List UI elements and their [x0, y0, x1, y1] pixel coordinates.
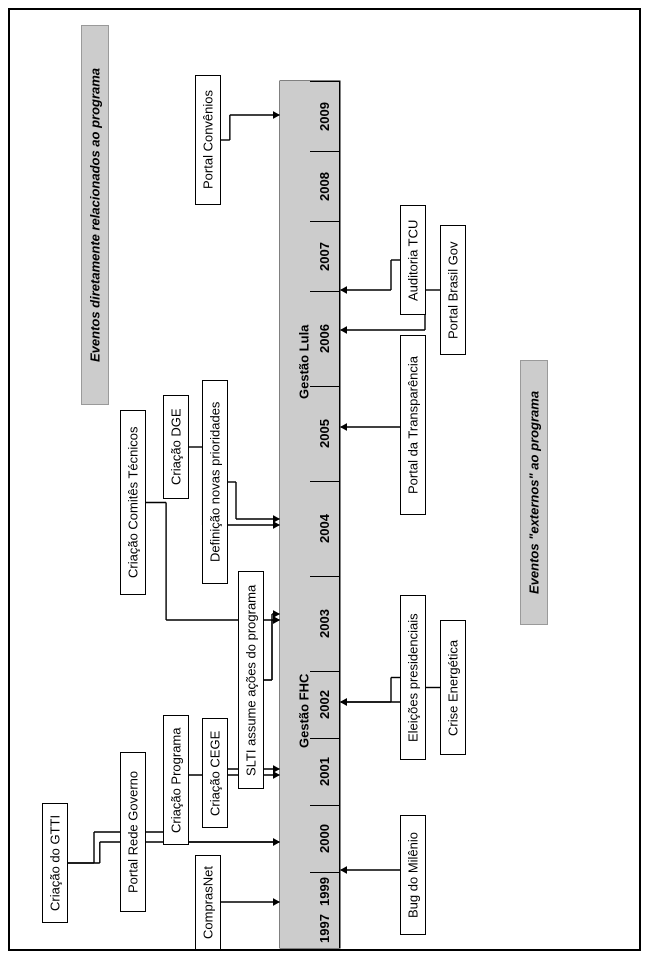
event-gtti: Criação do GTTI: [42, 803, 68, 923]
header-bottom: Eventos "externos" ao programa: [520, 360, 548, 625]
event-eleicoes: Eleições presidenciais: [400, 595, 426, 760]
event-criacao-programa: Criação Programa: [163, 715, 189, 845]
year-2003: 2003: [310, 576, 340, 671]
year-2001: 2001: [310, 738, 340, 805]
year-2007: 2007: [310, 221, 340, 291]
event-portal-transp: Portal da Transparência: [400, 335, 426, 515]
header-top: Eventos diretamente relacionados ao prog…: [81, 25, 109, 405]
event-crise-energetica: Crise Energética: [440, 620, 466, 755]
event-portal-brasil-gov: Portal Brasil Gov: [440, 225, 466, 355]
event-portal-rede-gov: Portal Rede Governo: [120, 752, 146, 912]
gestao-gestão-fhc: Gestão FHC: [296, 618, 312, 804]
event-comprasnet: ComprasNet: [195, 855, 221, 950]
event-criacao-dge: Criação DGE: [163, 395, 189, 499]
year-1999: 1999: [310, 872, 340, 910]
year-2006: 2006: [310, 291, 340, 386]
year-2009: 2009: [310, 81, 340, 151]
year-2004: 2004: [310, 481, 340, 576]
event-portal-convenios: Portal Convênios: [195, 75, 221, 205]
event-criacao-cege: Criação CEGE: [202, 718, 228, 828]
year-1997: 1997: [310, 910, 340, 948]
event-def-prioridades: Definição novas prioridades: [202, 380, 228, 584]
year-2002: 2002: [310, 671, 340, 738]
gestao-gestão-lula: Gestão Lula: [296, 105, 312, 618]
event-comites-tecnicos: Criação Comitês Técnicos: [120, 410, 146, 595]
event-auditoria-tcu: Auditoria TCU: [400, 205, 426, 315]
event-slti: SLTI assume ações do programa: [238, 571, 264, 789]
year-2005: 2005: [310, 386, 340, 481]
year-2000: 2000: [310, 805, 340, 872]
event-bug-milenio: Bug do Milênio: [400, 815, 426, 935]
year-2008: 2008: [310, 151, 340, 221]
